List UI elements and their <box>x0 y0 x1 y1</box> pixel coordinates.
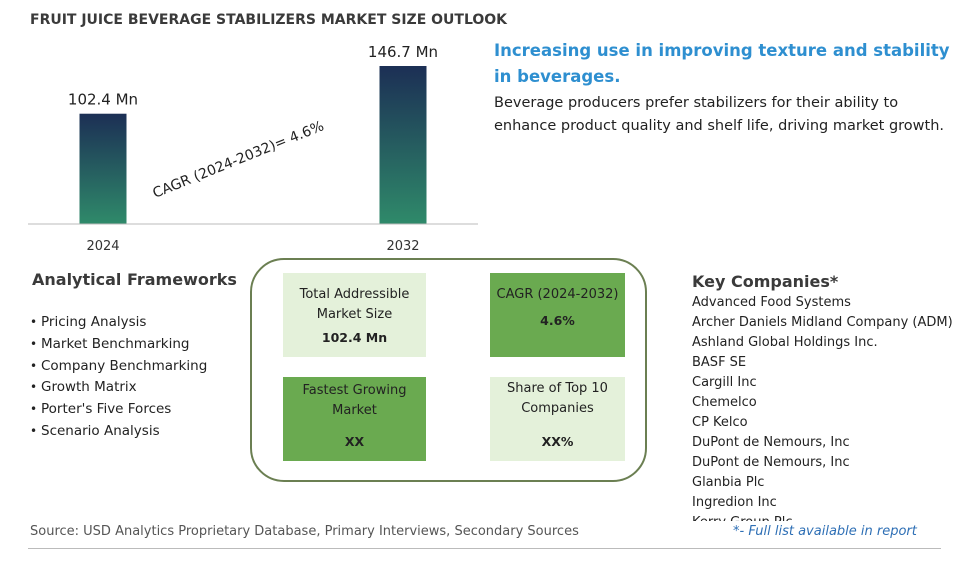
key-companies-list: Advanced Food Systems Archer Daniels Mid… <box>692 293 962 521</box>
list-item: BASF SE <box>692 355 747 370</box>
bar-2024 <box>79 113 127 224</box>
list-item: DuPont de Nemours, Inc <box>692 455 850 470</box>
x-tick-label: 2032 <box>386 239 419 254</box>
tile-label: CAGR (2024-2032) <box>496 287 619 302</box>
fastest-growing-tile: Fastest Growing Market XX <box>283 377 426 461</box>
cagr-annotation: CAGR (2024-2032)= 4.6% <box>151 118 327 201</box>
list-item: Company Benchmarking <box>30 356 207 378</box>
list-item: Cargill Inc <box>692 375 757 390</box>
list-item: Chemelco <box>692 395 757 410</box>
chart-title: FRUIT JUICE BEVERAGE STABILIZERS MARKET … <box>30 12 508 28</box>
list-item: DuPont de Nemours, Inc <box>692 435 850 450</box>
list-item: Glanbia Plc <box>692 475 765 490</box>
analytical-frameworks-title: Analytical Frameworks <box>32 270 237 289</box>
list-item: Market Benchmarking <box>30 334 207 356</box>
list-item: Pricing Analysis <box>30 312 207 334</box>
full-list-note: *- Full list available in report <box>733 524 917 539</box>
list-item: Porter's Five Forces <box>30 399 207 421</box>
market-size-bar-chart: 102.4 Mn 2024 146.7 Mn 2032 CAGR (2024-2032… <box>28 43 478 254</box>
cagr-tile: CAGR (2024-2032) 4.6% <box>490 273 625 357</box>
tile-value: XX <box>344 434 365 449</box>
description: Beverage producers prefer stabilizers fo… <box>494 95 945 134</box>
bar-2032 <box>379 66 427 224</box>
list-item: Archer Daniels Midland Company (ADM) <box>692 315 953 330</box>
headline: Increasing use in improving texture and … <box>494 41 950 86</box>
list-item: Growth Matrix <box>30 377 207 399</box>
summary-box <box>250 258 647 482</box>
footer-divider <box>28 548 941 549</box>
list-item: Ingredion Inc <box>692 495 777 510</box>
source-note: Source: USD Analytics Proprietary Databa… <box>30 524 579 539</box>
list-item: Advanced Food Systems <box>692 295 851 310</box>
x-tick-label: 2024 <box>86 239 119 254</box>
tile-value: 4.6% <box>540 313 575 328</box>
tile-label: Total Addressible Market Size <box>299 287 410 322</box>
list-item: Ashland Global Holdings Inc. <box>692 335 878 350</box>
tam-tile: Total Addressible Market Size 102.4 Mn <box>283 273 426 357</box>
list-item: CP Kelco <box>692 415 748 430</box>
bar-value-label: 102.4 Mn <box>68 91 138 109</box>
tile-label: Fastest Growing Market <box>302 383 407 418</box>
top10-share-tile: Share of Top 10 Companies XX% <box>490 377 625 461</box>
list-item: Scenario Analysis <box>30 421 207 443</box>
bar-value-label: 146.7 Mn <box>368 43 438 61</box>
tile-value: 102.4 Mn <box>321 330 388 345</box>
list-item: Kerry Group Plc <box>692 513 962 521</box>
analytical-frameworks-list: Pricing Analysis Market Benchmarking Com… <box>30 312 207 443</box>
tile-value: XX% <box>541 434 574 449</box>
key-companies-title: Key Companies* <box>692 272 839 291</box>
tile-label: Share of Top 10 Companies <box>507 381 608 416</box>
